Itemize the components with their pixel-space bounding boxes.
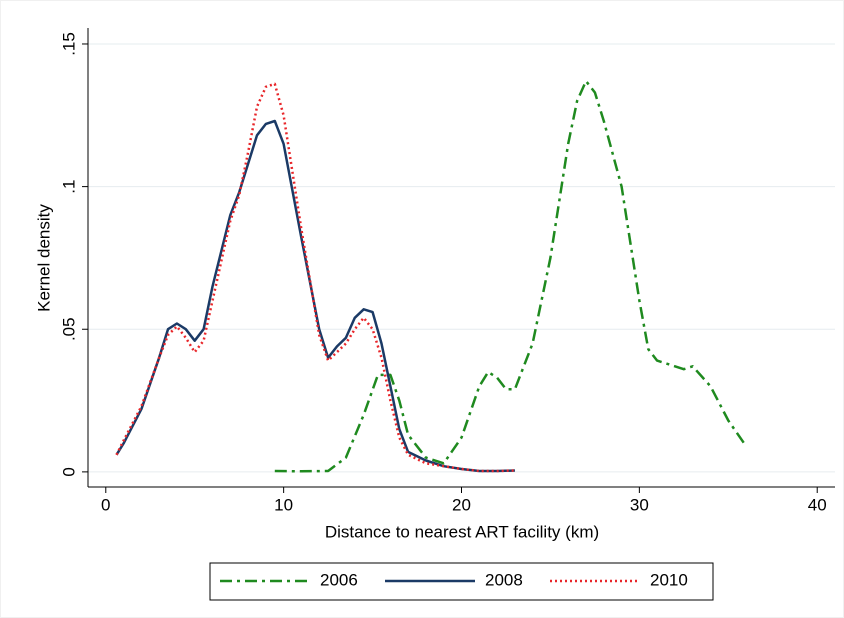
series-line	[115, 82, 515, 473]
y-tick-label: .1	[59, 180, 78, 194]
x-axis-label: Distance to nearest ART facility (km)	[325, 522, 599, 541]
y-axis-label: Kernel density	[34, 204, 53, 312]
x-tick-label: 0	[101, 495, 110, 514]
x-tick-label: 20	[452, 495, 471, 514]
y-tick-label: .15	[59, 32, 78, 56]
x-tick-label: 30	[630, 495, 649, 514]
y-tick-label: 0	[59, 467, 78, 476]
x-tick-label: 10	[274, 495, 293, 514]
x-tick-label: 40	[808, 495, 827, 514]
legend-label: 2006	[320, 570, 358, 589]
y-tick-label: .05	[59, 317, 78, 341]
legend-label: 2008	[485, 570, 523, 589]
legend-label: 2010	[650, 570, 688, 589]
series-line	[115, 119, 515, 473]
